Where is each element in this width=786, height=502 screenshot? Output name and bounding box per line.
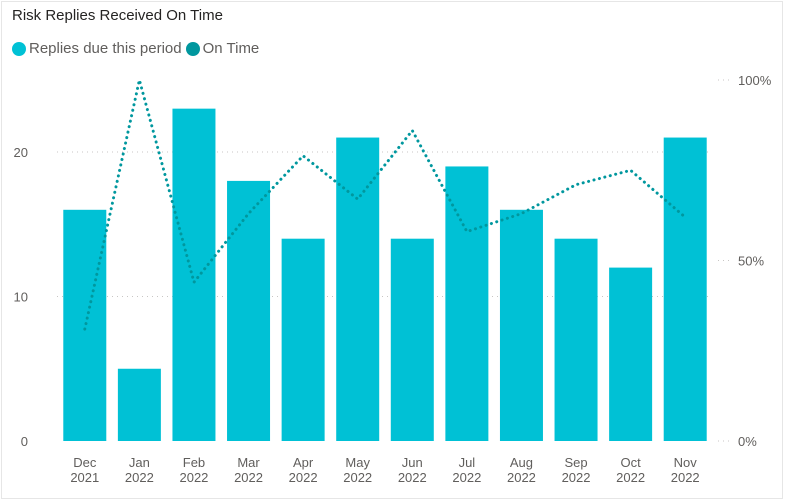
bar-jun bbox=[390, 238, 434, 441]
x-axis-label-month-sep: Sep bbox=[564, 455, 587, 470]
x-axis-label-month-may: May bbox=[345, 455, 370, 470]
left-axis-tick-0: 0 bbox=[21, 434, 28, 449]
x-axis-label-year-sep: 2022 bbox=[562, 470, 591, 485]
left-axis-tick-20: 20 bbox=[14, 145, 28, 160]
legend-marker-on-time bbox=[185, 41, 200, 56]
x-axis-label-month-oct: Oct bbox=[621, 455, 642, 470]
x-axis-label-year-feb: 2022 bbox=[179, 470, 208, 485]
bar-dec bbox=[63, 209, 107, 441]
bar-feb bbox=[172, 108, 216, 442]
legend-item-on-time[interactable]: On Time bbox=[185, 40, 260, 57]
x-axis-label-month-dec: Dec bbox=[73, 455, 97, 470]
bar-may bbox=[336, 137, 380, 442]
legend-label-on-time: On Time bbox=[202, 40, 260, 57]
x-axis-label-year-mar: 2022 bbox=[234, 470, 263, 485]
x-axis-label-year-may: 2022 bbox=[343, 470, 372, 485]
x-axis-label-month-jul: Jul bbox=[459, 455, 476, 470]
x-axis-label-year-aug: 2022 bbox=[507, 470, 536, 485]
right-axis-tick-0: 0% bbox=[738, 434, 757, 449]
x-axis-label-year-dec: 2021 bbox=[70, 470, 99, 485]
on-time-line bbox=[83, 78, 687, 331]
x-axis-label-month-feb: Feb bbox=[183, 455, 205, 470]
x-axis-label-month-jan: Jan bbox=[129, 455, 150, 470]
chart-title: Risk Replies Received On Time bbox=[12, 7, 223, 24]
bar-aug bbox=[499, 209, 543, 441]
legend-item-replies-due[interactable]: Replies due this period bbox=[12, 40, 182, 57]
legend-marker-replies-due bbox=[12, 41, 26, 56]
right-axis-tick-50: 50% bbox=[738, 254, 764, 269]
chart-legend: Replies due this period On Time bbox=[12, 40, 263, 57]
x-axis-label-month-aug: Aug bbox=[510, 455, 533, 470]
left-axis-tick-10: 10 bbox=[14, 290, 28, 305]
x-axis-label-year-jul: 2022 bbox=[452, 470, 481, 485]
x-axis-label-year-oct: 2022 bbox=[616, 470, 645, 485]
bar-jan bbox=[117, 368, 161, 441]
x-axis-label-month-apr: Apr bbox=[293, 455, 314, 470]
x-axis-label-year-jun: 2022 bbox=[398, 470, 427, 485]
bar-oct bbox=[609, 267, 653, 441]
bar-apr bbox=[281, 238, 325, 441]
x-axis-label-year-apr: 2022 bbox=[289, 470, 318, 485]
bar-mar bbox=[227, 180, 271, 441]
x-axis-label-year-nov: 2022 bbox=[671, 470, 700, 485]
legend-label-replies-due: Replies due this period bbox=[29, 40, 182, 57]
x-axis-label-month-jun: Jun bbox=[402, 455, 423, 470]
bar-sep bbox=[554, 238, 598, 441]
bar-jul bbox=[445, 166, 489, 441]
x-axis-label-month-mar: Mar bbox=[237, 455, 260, 470]
x-axis-label-year-jan: 2022 bbox=[125, 470, 154, 485]
x-axis-label-month-nov: Nov bbox=[674, 455, 698, 470]
bar-nov bbox=[663, 137, 707, 442]
right-axis-tick-100: 100% bbox=[738, 73, 772, 88]
